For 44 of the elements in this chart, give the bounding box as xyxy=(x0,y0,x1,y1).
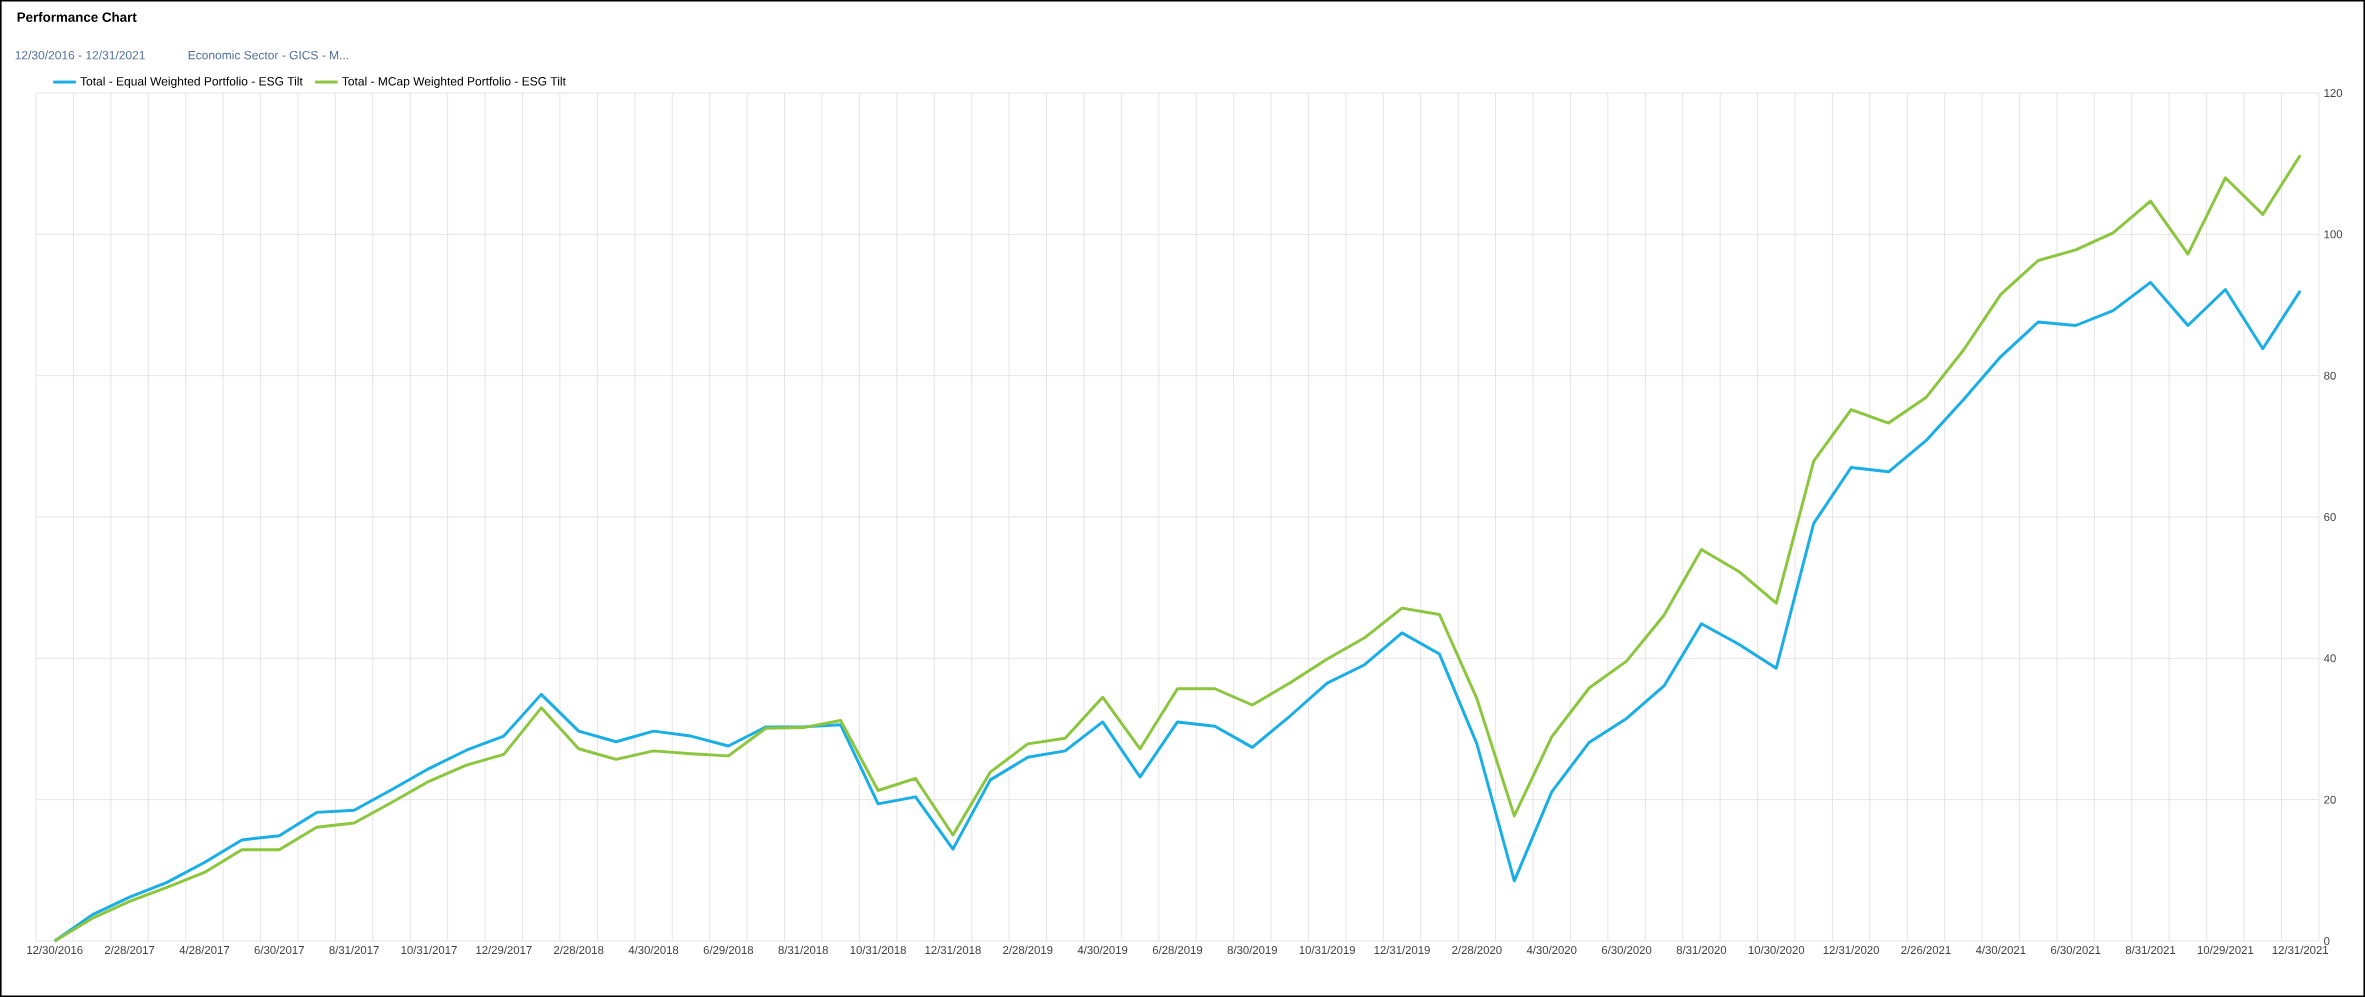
x-tick-label: 12/31/2021 xyxy=(2272,945,2329,955)
legend-label: Total - MCap Weighted Portfolio - ESG Tilt xyxy=(342,76,566,88)
legend-label: Total - Equal Weighted Portfolio - ESG Tilt xyxy=(80,76,303,88)
x-tick-label: 4/30/2021 xyxy=(1975,945,2026,955)
x-tick-label: 10/31/2018 xyxy=(850,945,906,955)
x-tick-label: 12/30/2016 xyxy=(27,945,83,955)
chart-subtitle: 12/30/2016 - 12/31/2021 xyxy=(15,50,145,60)
x-tick-label: 8/30/2019 xyxy=(1227,945,1277,955)
y-tick-label: 120 xyxy=(2324,88,2343,97)
x-tick-label: 10/29/2021 xyxy=(2197,945,2254,955)
x-tick-label: 6/29/2018 xyxy=(703,945,754,955)
chart-title: Performance Chart xyxy=(17,12,137,22)
x-tick-label: 2/28/2020 xyxy=(1452,945,1502,955)
x-tick-label: 12/29/2017 xyxy=(476,945,532,955)
x-tick-label: 6/28/2019 xyxy=(1152,945,1203,955)
x-tick-label: 12/31/2019 xyxy=(1374,945,1430,955)
x-tick-label: 6/30/2020 xyxy=(1601,945,1652,955)
x-tick-label: 8/31/2018 xyxy=(778,945,828,955)
x-tick-label: 6/30/2021 xyxy=(2051,945,2101,955)
x-tick-label: 8/31/2021 xyxy=(2125,945,2176,955)
x-tick-label: 10/31/2019 xyxy=(1299,945,1355,955)
x-tick-label: 2/28/2019 xyxy=(1003,945,1053,955)
x-tick-label: 8/31/2020 xyxy=(1676,945,1727,955)
x-tick-label: 2/28/2017 xyxy=(104,945,155,955)
y-tick-label: 20 xyxy=(2324,795,2336,804)
x-tick-label: 2/26/2021 xyxy=(1901,945,1951,955)
x-tick-label: 4/28/2017 xyxy=(179,945,230,955)
y-tick-label: 40 xyxy=(2323,654,2336,663)
y-tick-label: 80 xyxy=(2324,371,2336,380)
x-tick-label: 10/31/2017 xyxy=(401,945,457,955)
y-tick-label: 0 xyxy=(2324,937,2330,946)
x-tick-label: 8/31/2017 xyxy=(329,945,379,955)
x-tick-label: 4/30/2020 xyxy=(1526,945,1577,955)
x-tick-label: 4/30/2019 xyxy=(1077,945,1128,955)
x-tick-label: 2/28/2018 xyxy=(554,945,604,955)
x-tick-label: 12/31/2020 xyxy=(1823,945,1880,955)
y-tick-label: 100 xyxy=(2324,230,2343,239)
y-tick-label: 60 xyxy=(2324,513,2336,521)
text: Economic Sector - GICS - M... xyxy=(188,50,348,60)
x-tick-label: 10/30/2020 xyxy=(1748,945,1805,955)
line-series xyxy=(53,153,2302,943)
x-tick-label: 12/31/2018 xyxy=(925,945,981,955)
x-tick-label: 6/30/2017 xyxy=(254,945,304,955)
x-tick-label: 4/30/2018 xyxy=(628,945,679,955)
